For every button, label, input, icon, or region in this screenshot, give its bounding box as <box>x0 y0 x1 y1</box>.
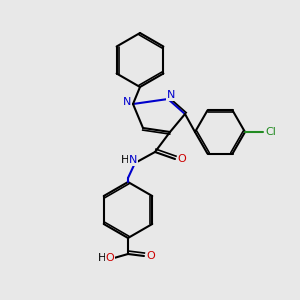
Text: Cl: Cl <box>266 127 276 137</box>
Text: N: N <box>167 90 175 100</box>
Text: H: H <box>121 155 129 165</box>
Text: O: O <box>106 253 114 263</box>
Text: O: O <box>147 251 155 261</box>
Text: O: O <box>178 154 186 164</box>
Text: N: N <box>123 97 131 107</box>
Text: N: N <box>129 155 137 165</box>
Text: H: H <box>98 253 106 263</box>
